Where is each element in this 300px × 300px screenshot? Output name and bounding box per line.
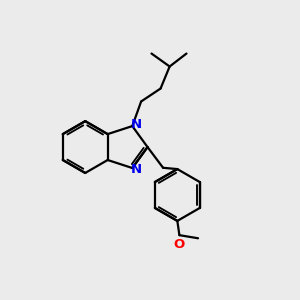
Text: O: O <box>174 238 185 251</box>
Text: N: N <box>130 118 142 131</box>
Text: N: N <box>130 163 142 176</box>
